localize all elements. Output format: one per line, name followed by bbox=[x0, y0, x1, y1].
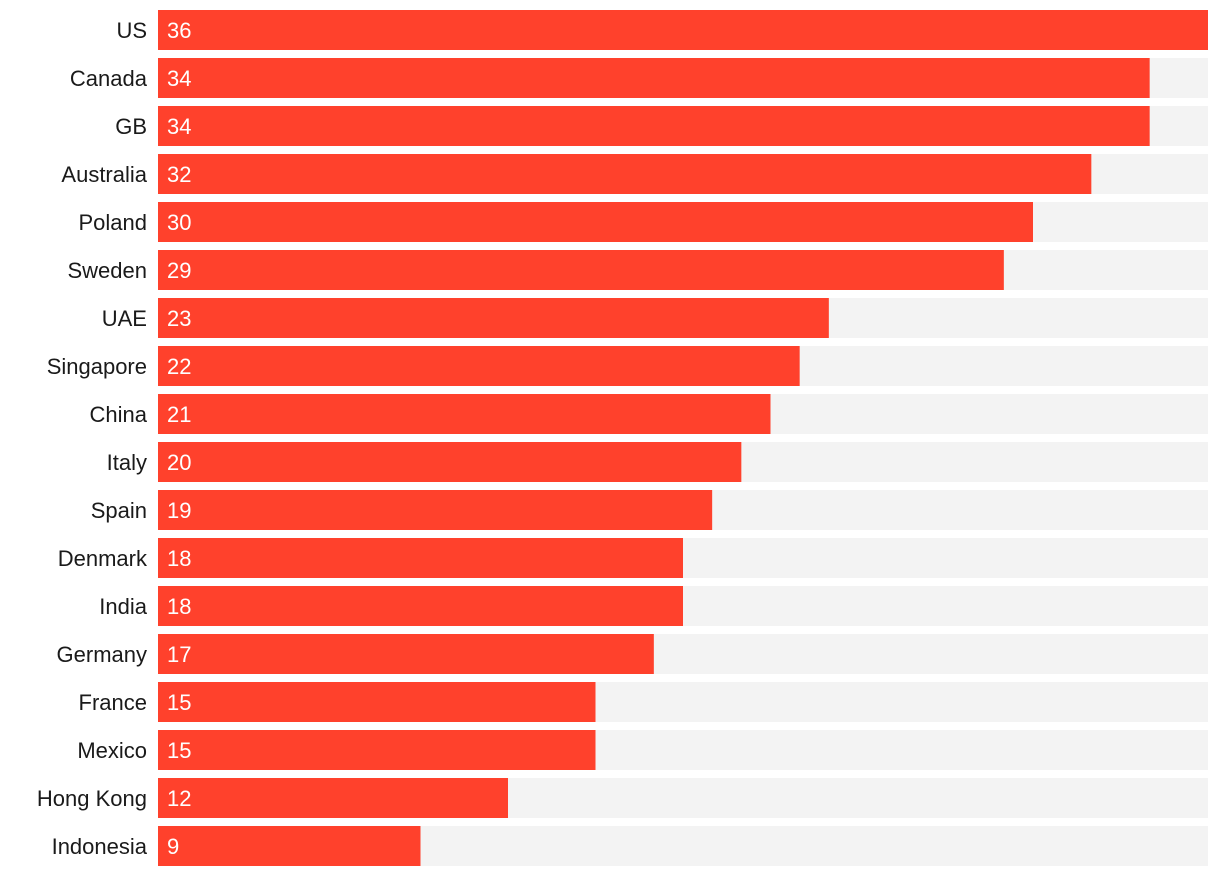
data-label: 20 bbox=[167, 450, 191, 475]
data-label: 32 bbox=[167, 162, 191, 187]
data-label: 22 bbox=[167, 354, 191, 379]
bar-row: Spain 19 bbox=[91, 490, 1208, 530]
category-label: Italy bbox=[107, 450, 147, 475]
bar-row: Italy 20 bbox=[107, 442, 1208, 482]
category-label: Denmark bbox=[58, 546, 148, 571]
category-label: Indonesia bbox=[52, 834, 148, 859]
bar bbox=[158, 442, 742, 482]
category-label: Germany bbox=[57, 642, 147, 667]
bar bbox=[158, 298, 829, 338]
data-label: 19 bbox=[167, 498, 191, 523]
bar-row: Germany 17 bbox=[57, 634, 1208, 674]
category-label: Poland bbox=[78, 210, 147, 235]
data-label: 30 bbox=[167, 210, 191, 235]
bar-row: Singapore 22 bbox=[47, 346, 1208, 386]
data-label: 18 bbox=[167, 546, 191, 571]
category-label: Mexico bbox=[77, 738, 147, 763]
category-label: GB bbox=[115, 114, 147, 139]
category-label: Spain bbox=[91, 498, 147, 523]
data-label: 12 bbox=[167, 786, 191, 811]
bar-row: France 15 bbox=[79, 682, 1208, 722]
bar-row: Mexico 15 bbox=[77, 730, 1208, 770]
bar bbox=[158, 826, 421, 866]
data-label: 21 bbox=[167, 402, 191, 427]
bar bbox=[158, 202, 1033, 242]
category-label: Singapore bbox=[47, 354, 147, 379]
category-label: Hong Kong bbox=[37, 786, 147, 811]
category-label: China bbox=[90, 402, 148, 427]
category-label: UAE bbox=[102, 306, 147, 331]
bar bbox=[158, 10, 1208, 50]
bar bbox=[158, 346, 800, 386]
category-label: France bbox=[79, 690, 147, 715]
bar bbox=[158, 106, 1150, 146]
bar-row: UAE 23 bbox=[102, 298, 1208, 338]
bar bbox=[158, 730, 596, 770]
data-label: 15 bbox=[167, 690, 191, 715]
bar-row: GB 34 bbox=[115, 106, 1208, 146]
bar bbox=[158, 682, 596, 722]
bar-row: Sweden 29 bbox=[67, 250, 1208, 290]
category-label: Australia bbox=[61, 162, 147, 187]
bar bbox=[158, 490, 713, 530]
bar-row: Denmark 18 bbox=[58, 538, 1208, 578]
bar-row: Canada 34 bbox=[70, 58, 1208, 98]
bar-row: China 21 bbox=[90, 394, 1208, 434]
bar-row: Poland 30 bbox=[78, 202, 1208, 242]
data-label: 9 bbox=[167, 834, 179, 859]
data-label: 15 bbox=[167, 738, 191, 763]
bar-row: Indonesia 9 bbox=[52, 826, 1208, 866]
data-label: 29 bbox=[167, 258, 191, 283]
data-label: 34 bbox=[167, 114, 191, 139]
bar-row: US 36 bbox=[116, 10, 1208, 50]
category-label: US bbox=[116, 18, 147, 43]
data-label: 36 bbox=[167, 18, 191, 43]
category-label: Sweden bbox=[67, 258, 147, 283]
data-label: 18 bbox=[167, 594, 191, 619]
data-label: 23 bbox=[167, 306, 191, 331]
bar bbox=[158, 250, 1004, 290]
data-label: 17 bbox=[167, 642, 191, 667]
bar-row: Australia 32 bbox=[61, 154, 1208, 194]
bar bbox=[158, 58, 1150, 98]
bar bbox=[158, 538, 683, 578]
bar bbox=[158, 586, 683, 626]
data-label: 34 bbox=[167, 66, 191, 91]
category-label: Canada bbox=[70, 66, 148, 91]
category-label: India bbox=[99, 594, 147, 619]
bar bbox=[158, 154, 1092, 194]
bar bbox=[158, 634, 654, 674]
bar-row: India 18 bbox=[99, 586, 1208, 626]
bar bbox=[158, 778, 508, 818]
bar bbox=[158, 394, 771, 434]
bar-row: Hong Kong 12 bbox=[37, 778, 1208, 818]
